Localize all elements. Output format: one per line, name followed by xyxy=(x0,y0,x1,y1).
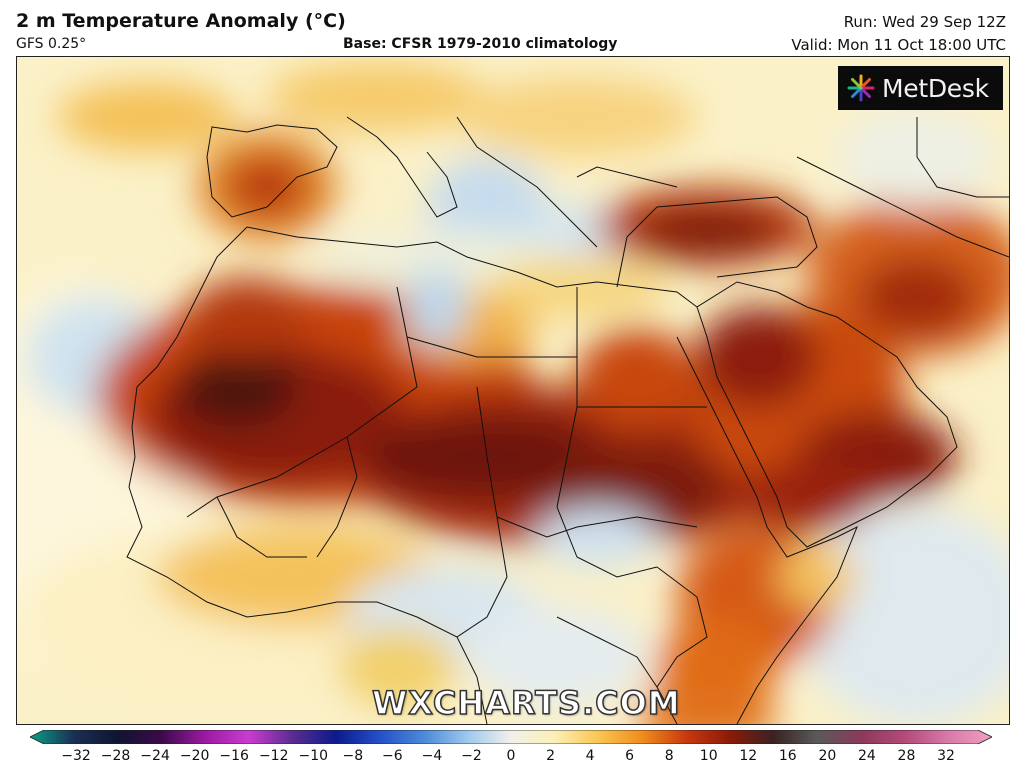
legend-tick-label: −12 xyxy=(258,748,289,764)
legend-tick-label: 12 xyxy=(739,748,758,764)
legend-tick-label: −32 xyxy=(61,748,91,764)
legend-tick-label: −16 xyxy=(219,748,249,764)
legend-tick-label: 6 xyxy=(625,748,635,764)
legend-tick-label: 28 xyxy=(897,748,916,764)
anomaly-field xyxy=(17,62,1009,724)
logo-text: MetDesk xyxy=(882,73,989,103)
legend-tick-label: 8 xyxy=(664,748,674,764)
watermark: WXCHARTS.COM xyxy=(371,683,681,723)
legend-tick-label: −28 xyxy=(100,748,131,764)
legend-tick-label: 24 xyxy=(857,748,876,764)
legend-tick-label: −20 xyxy=(179,748,210,764)
legend-ticks: −32 −28 −24 −20 −16 −12 −10 −8 −6 −4 −2 0 2 4 6 8 10 12 16… xyxy=(0,748,1024,772)
valid-time-label: Valid: Mon 11 Oct 18:00 UTC xyxy=(791,36,1006,54)
color-ramp xyxy=(30,730,992,744)
legend-tick-label: 20 xyxy=(818,748,837,764)
legend-tick-label: 2 xyxy=(546,748,555,764)
base-climatology-label: Base: CFSR 1979-2010 climatology xyxy=(343,36,618,52)
anomaly-map[interactable] xyxy=(16,56,1010,725)
legend-tick-label: −2 xyxy=(461,748,482,764)
legend-tick-label: 16 xyxy=(778,748,797,764)
run-time-label: Run: Wed 29 Sep 12Z xyxy=(843,13,1006,31)
legend-tick-label: 32 xyxy=(937,748,955,764)
color-legend-bar xyxy=(30,730,992,744)
legend-tick-label: −4 xyxy=(421,748,443,764)
legend-tick-label: 0 xyxy=(506,748,516,764)
legend-tick-label: −24 xyxy=(140,748,170,764)
chart-title: 2 m Temperature Anomaly (°C) xyxy=(16,10,346,32)
metdesk-logo: MetDesk xyxy=(838,66,1003,110)
legend-tick-label: −6 xyxy=(382,748,403,764)
legend-tick-label: −10 xyxy=(298,748,329,764)
starburst-icon xyxy=(847,74,875,102)
legend-tick-label: −8 xyxy=(342,748,364,764)
map-canvas xyxy=(17,57,1009,724)
legend-tick-label: 10 xyxy=(699,748,718,764)
model-label: GFS 0.25° xyxy=(16,36,87,52)
map-borders xyxy=(126,116,1009,724)
legend-tick-label: 4 xyxy=(585,748,595,764)
